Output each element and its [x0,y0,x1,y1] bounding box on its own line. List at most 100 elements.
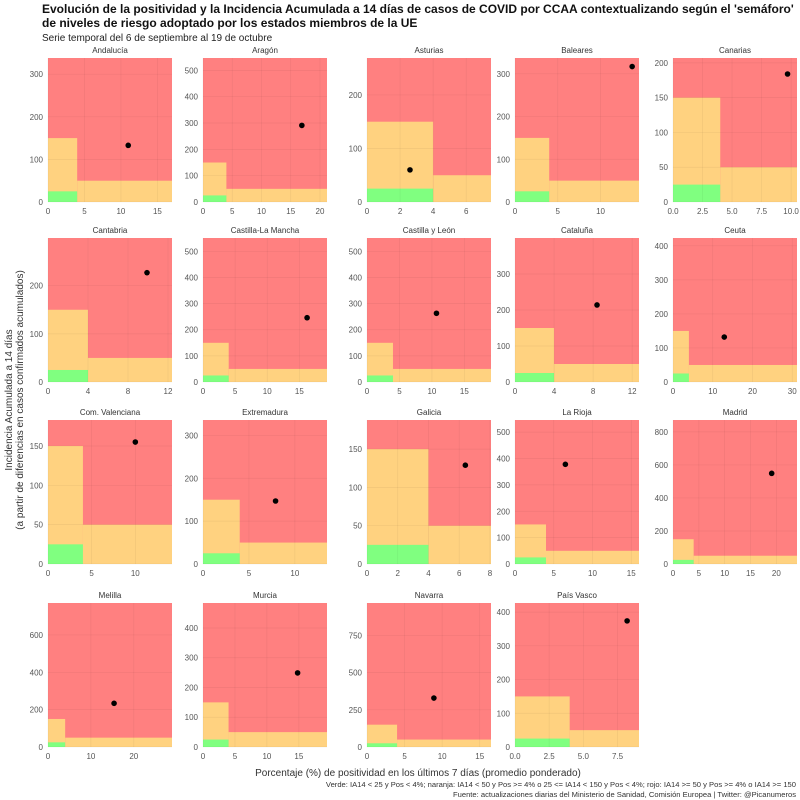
data-point [431,695,437,701]
y-tick-label: 0 [506,378,511,387]
x-tick-label: 10 [588,569,597,578]
y-tick-label: 250 [349,706,363,715]
y-tick-label: 200 [497,306,511,315]
panel-strip-title: Murcia [253,591,278,600]
x-tick-label: 2.5 [697,207,709,216]
x-tick-label: 8 [591,387,596,396]
data-point [294,670,301,676]
y-tick-label: 100 [655,128,669,137]
x-tick-label: 8 [126,387,131,396]
y-tick-label: 500 [497,428,511,437]
y-tick-label: 50 [34,521,43,530]
x-tick-label: 0 [201,569,206,578]
x-tick-label: 0 [46,207,51,216]
x-tick-label: 15 [746,569,755,578]
zone-orange-low-pos [203,162,227,202]
x-tick-label: 7.5 [612,752,624,761]
y-tick-label: 100 [497,709,511,718]
data-point [562,461,569,468]
x-tick-label: 4 [426,569,431,578]
y-tick-label: 100 [185,517,199,526]
zone-green [673,559,694,564]
x-tick-label: 5 [556,207,561,216]
zone-green [515,738,570,747]
x-tick-label: 10 [257,207,266,216]
x-tick-label: 10 [596,207,605,216]
x-tick-label: 0 [513,387,518,396]
y-tick-label: 400 [655,242,669,251]
y-tick-label: 0 [664,560,669,569]
panel-strip-title: Melilla [99,591,122,600]
x-tick-label: 2 [398,207,403,216]
zone-green [367,188,434,202]
y-tick-label: 150 [30,442,44,451]
y-tick-label: 100 [30,481,44,490]
y-tick-label: 150 [655,94,669,103]
zone-green [203,195,227,202]
x-tick-label: 20 [772,569,781,578]
y-tick-label: 0 [358,560,363,569]
zone-orange-high-pos [88,357,172,382]
data-point [272,498,279,504]
zone-green [48,742,66,747]
y-tick-label: 0 [664,378,669,387]
zone-orange-high-pos [77,180,172,202]
x-tick-label: 15 [295,387,304,396]
data-point [624,618,630,624]
y-tick-label: 300 [349,300,363,309]
x-tick-label: 5 [552,569,557,578]
data-point [304,314,310,321]
panel-strip-title: Aragón [252,46,278,55]
data-point [721,334,728,340]
y-tick-label: 300 [185,300,199,309]
zone-green [367,375,393,382]
x-tick-label: 4 [431,207,436,216]
panel: País Vasco 0.0 2.5 5.0 7.5 0 100 200 300 400 [497,591,639,761]
panel: Murcia 0 5 10 15 0 100 200 300 400 [185,591,327,761]
x-tick-label: 0 [513,569,518,578]
x-tick-label: 0 [46,569,51,578]
zone-green [367,743,398,747]
y-tick-label: 0 [358,378,363,387]
x-tick-label: 20 [129,752,138,761]
y-tick-label: 800 [655,428,669,437]
x-tick-label: 10 [427,387,436,396]
panel: Asturias 0 2 4 6 0 100 200 [349,46,491,216]
chart-title-line1: Evolución de la positividad y la Inciden… [42,2,794,16]
zone-green [673,184,721,202]
y-tick-label: 200 [30,282,44,291]
x-tick-label: 10 [720,569,729,578]
zone-orange-high-pos [228,732,327,747]
zone-green [48,191,78,202]
x-tick-label: 12 [164,387,173,396]
x-tick-label: 10 [86,752,95,761]
y-tick-label: 100 [349,352,363,361]
data-point [125,142,132,149]
panel: Castilla y León 0 5 10 15 0 100 200 300 400 500 [349,226,491,396]
y-tick-label: 400 [349,273,363,282]
data-point [299,122,305,129]
x-tick-label: 0 [671,569,676,578]
x-tick-label: 15 [286,207,295,216]
y-axis-title-line1: Incidencia Acumulada a 14 días [4,329,15,470]
zone-orange-low-pos [673,330,689,382]
chart-title-line2: de niveles de riesgo adoptado por los es… [42,16,417,30]
y-tick-label: 500 [185,247,199,256]
zone-orange-low-pos [673,539,694,564]
y-tick-label: 50 [659,163,668,172]
data-point [144,269,150,276]
x-tick-label: 4 [86,387,91,396]
x-tick-label: 5 [247,569,252,578]
x-tick-label: 30 [788,387,797,396]
y-tick-label: 0 [506,560,511,569]
x-tick-label: 5 [397,387,402,396]
data-point [768,470,775,477]
y-tick-label: 300 [497,270,511,279]
x-tick-label: 0 [46,752,51,761]
x-tick-label: 10.0 [783,207,799,216]
x-tick-label: 10 [262,752,271,761]
